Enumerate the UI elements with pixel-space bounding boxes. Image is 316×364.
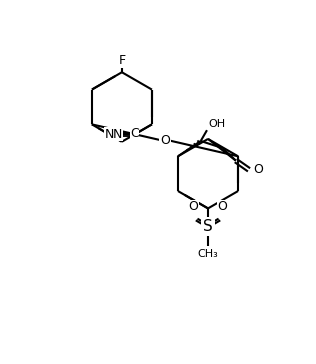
Text: F: F [118, 54, 125, 67]
Text: O: O [253, 163, 263, 176]
Text: OH: OH [208, 119, 226, 129]
Text: O: O [189, 201, 198, 213]
Text: N: N [113, 127, 122, 141]
Text: C: C [130, 127, 139, 140]
Text: S: S [203, 219, 213, 234]
Text: O: O [217, 201, 228, 213]
Text: CH₃: CH₃ [198, 249, 218, 259]
Text: N: N [104, 127, 114, 141]
Text: O: O [160, 134, 170, 147]
